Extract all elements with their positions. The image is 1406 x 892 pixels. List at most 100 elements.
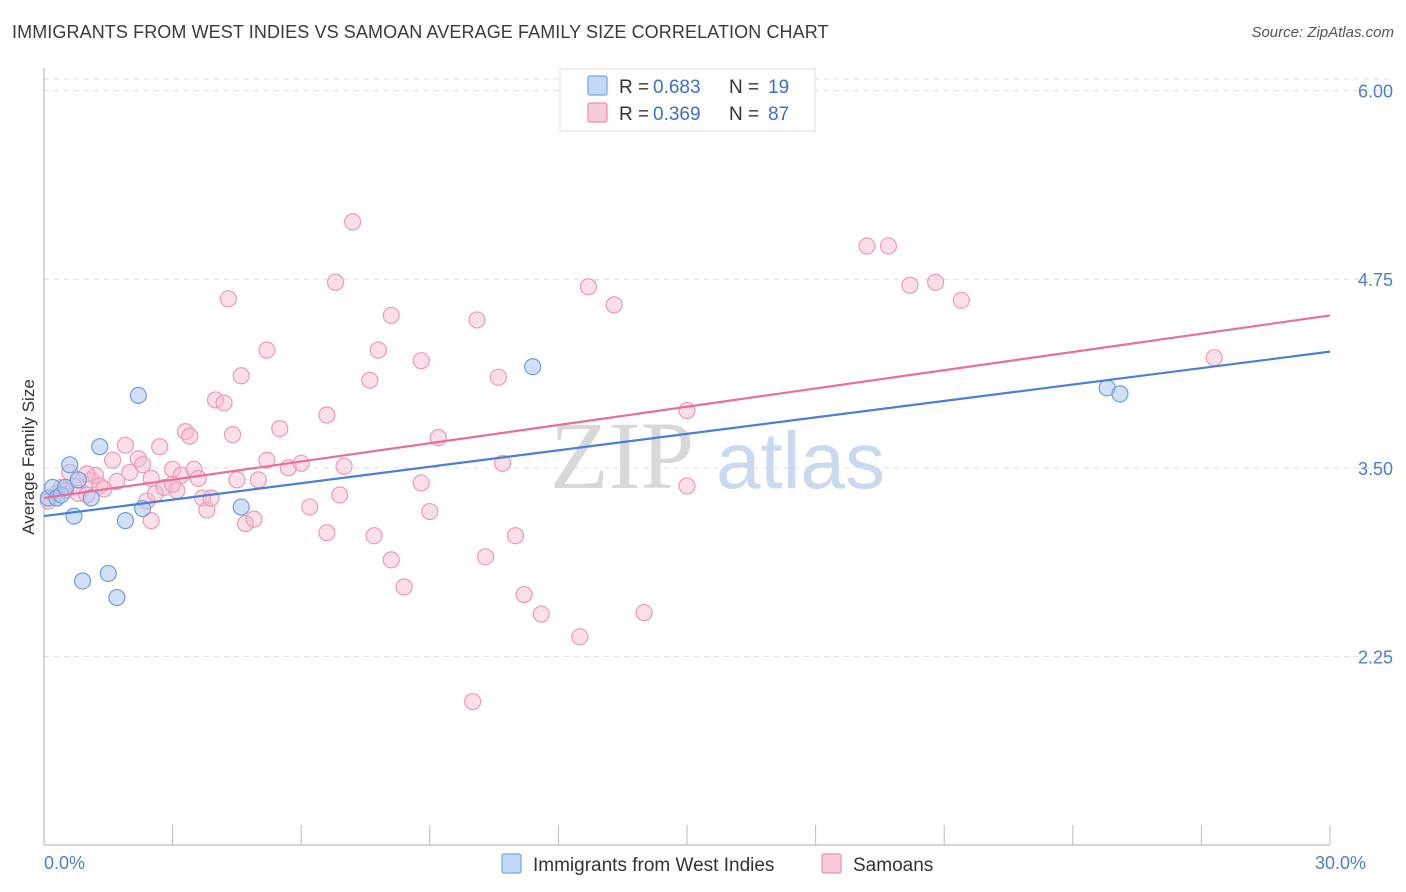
legend-r-value-blue: 0.683 [653,77,701,98]
point-samoans [318,406,336,424]
point-samoans [382,551,400,569]
y-tick-label: 2.25 [1358,647,1393,667]
point-samoans [678,477,696,495]
point-samoans [271,419,289,438]
point-samoans [181,427,199,445]
point-samoans [395,578,413,596]
bottom-legend-label-pink: Samoans [853,855,933,876]
chart-title: IMMIGRANTS FROM WEST INDIES VS SAMOAN AV… [12,22,829,42]
point-samoans [133,456,152,474]
point-samoans [464,693,482,711]
point-samoans [331,486,349,504]
point-samoans [86,466,105,484]
legend-swatch-pink [587,102,608,123]
watermark: ZIP atlas [550,402,885,509]
point-samoans [224,426,242,444]
point-samoans [579,278,598,296]
point-samoans [901,276,919,294]
legend-n-label-blue: N = [729,77,759,98]
point-west-indies [91,438,109,456]
point-west-indies [129,386,147,404]
point-west-indies [524,358,542,376]
source-label: Source: ZipAtlas.com [1251,24,1394,41]
point-samoans [506,527,525,545]
point-samoans [236,515,255,533]
point-samoans [468,311,486,329]
legend-r-label-pink: R = [619,104,649,125]
point-samoans [258,451,276,469]
trend-line-samoans [43,314,1331,500]
point-west-indies [1111,385,1129,403]
point-samoans [858,237,876,255]
point-samoans [515,585,533,604]
point-samoans [635,604,653,622]
grid-lines [44,78,1393,657]
point-samoans [571,628,589,646]
point-samoans [365,527,383,545]
point-samoans [142,512,160,530]
bottom-legend-swatch-blue [501,853,522,874]
point-samoans [489,368,507,386]
point-samoans [189,469,207,487]
point-samoans [382,306,400,325]
point-samoans [318,524,336,542]
x-tick-label: 0.0% [44,853,85,873]
y-tick-label: 6.00 [1358,82,1393,102]
point-west-indies [108,588,126,607]
axes [43,68,1331,846]
point-samoans [412,474,430,492]
trend-lines [43,314,1331,518]
point-west-indies [61,456,79,474]
x-tick-label: 30.0% [1315,853,1366,873]
point-samoans [1205,349,1223,367]
point-samoans [494,454,512,472]
point-samoans [215,394,233,412]
point-samoans [219,290,237,308]
point-samoans [927,273,945,291]
bottom-legend-label-blue: Immigrants from West Indies [533,855,774,876]
point-samoans [369,341,387,359]
point-samoans [361,371,379,389]
point-samoans [228,471,246,489]
point-west-indies [82,489,100,507]
watermark-zip: ZIP [550,402,694,509]
point-samoans [249,471,267,489]
tick-labels: 6.00 4.75 3.50 2.25 0.0% 30.0% [44,82,1393,873]
point-samoans [103,451,122,469]
legend-r-value-pink: 0.369 [653,104,701,125]
bottom-legend: Immigrants from West Indies Samoans [501,853,933,876]
point-samoans [258,341,276,359]
point-west-indies [69,471,87,489]
point-samoans [108,472,126,490]
bottom-legend-swatch-pink [821,853,842,874]
legend-swatch-blue [587,75,608,96]
point-west-indies [116,512,135,530]
point-samoans [532,605,550,623]
point-west-indies [73,572,92,590]
point-samoans [605,296,623,314]
point-samoans [326,273,345,291]
watermark-atlas: atlas [716,416,885,505]
point-samoans [151,438,169,456]
point-samoans [412,352,430,370]
point-samoans [335,457,353,475]
point-samoans [344,213,362,231]
point-samoans [952,291,970,309]
point-samoans [164,460,182,478]
legend-n-value-pink: 87 [768,104,789,125]
point-samoans [202,489,220,507]
point-samoans [116,436,135,454]
point-samoans [301,498,319,516]
point-samoans [879,237,898,255]
legend-n-label-pink: N = [729,104,759,125]
point-samoans [476,548,495,566]
point-west-indies [232,498,250,516]
legend-n-value-blue: 19 [768,77,789,98]
legend-r-label-blue: R = [619,77,649,98]
point-samoans [232,367,250,385]
point-samoans [121,463,139,481]
y-tick-label: 4.75 [1358,270,1393,290]
legend: R = 0.683 N = 19 R = 0.369 N = 87 [559,68,816,132]
point-samoans [421,502,439,521]
